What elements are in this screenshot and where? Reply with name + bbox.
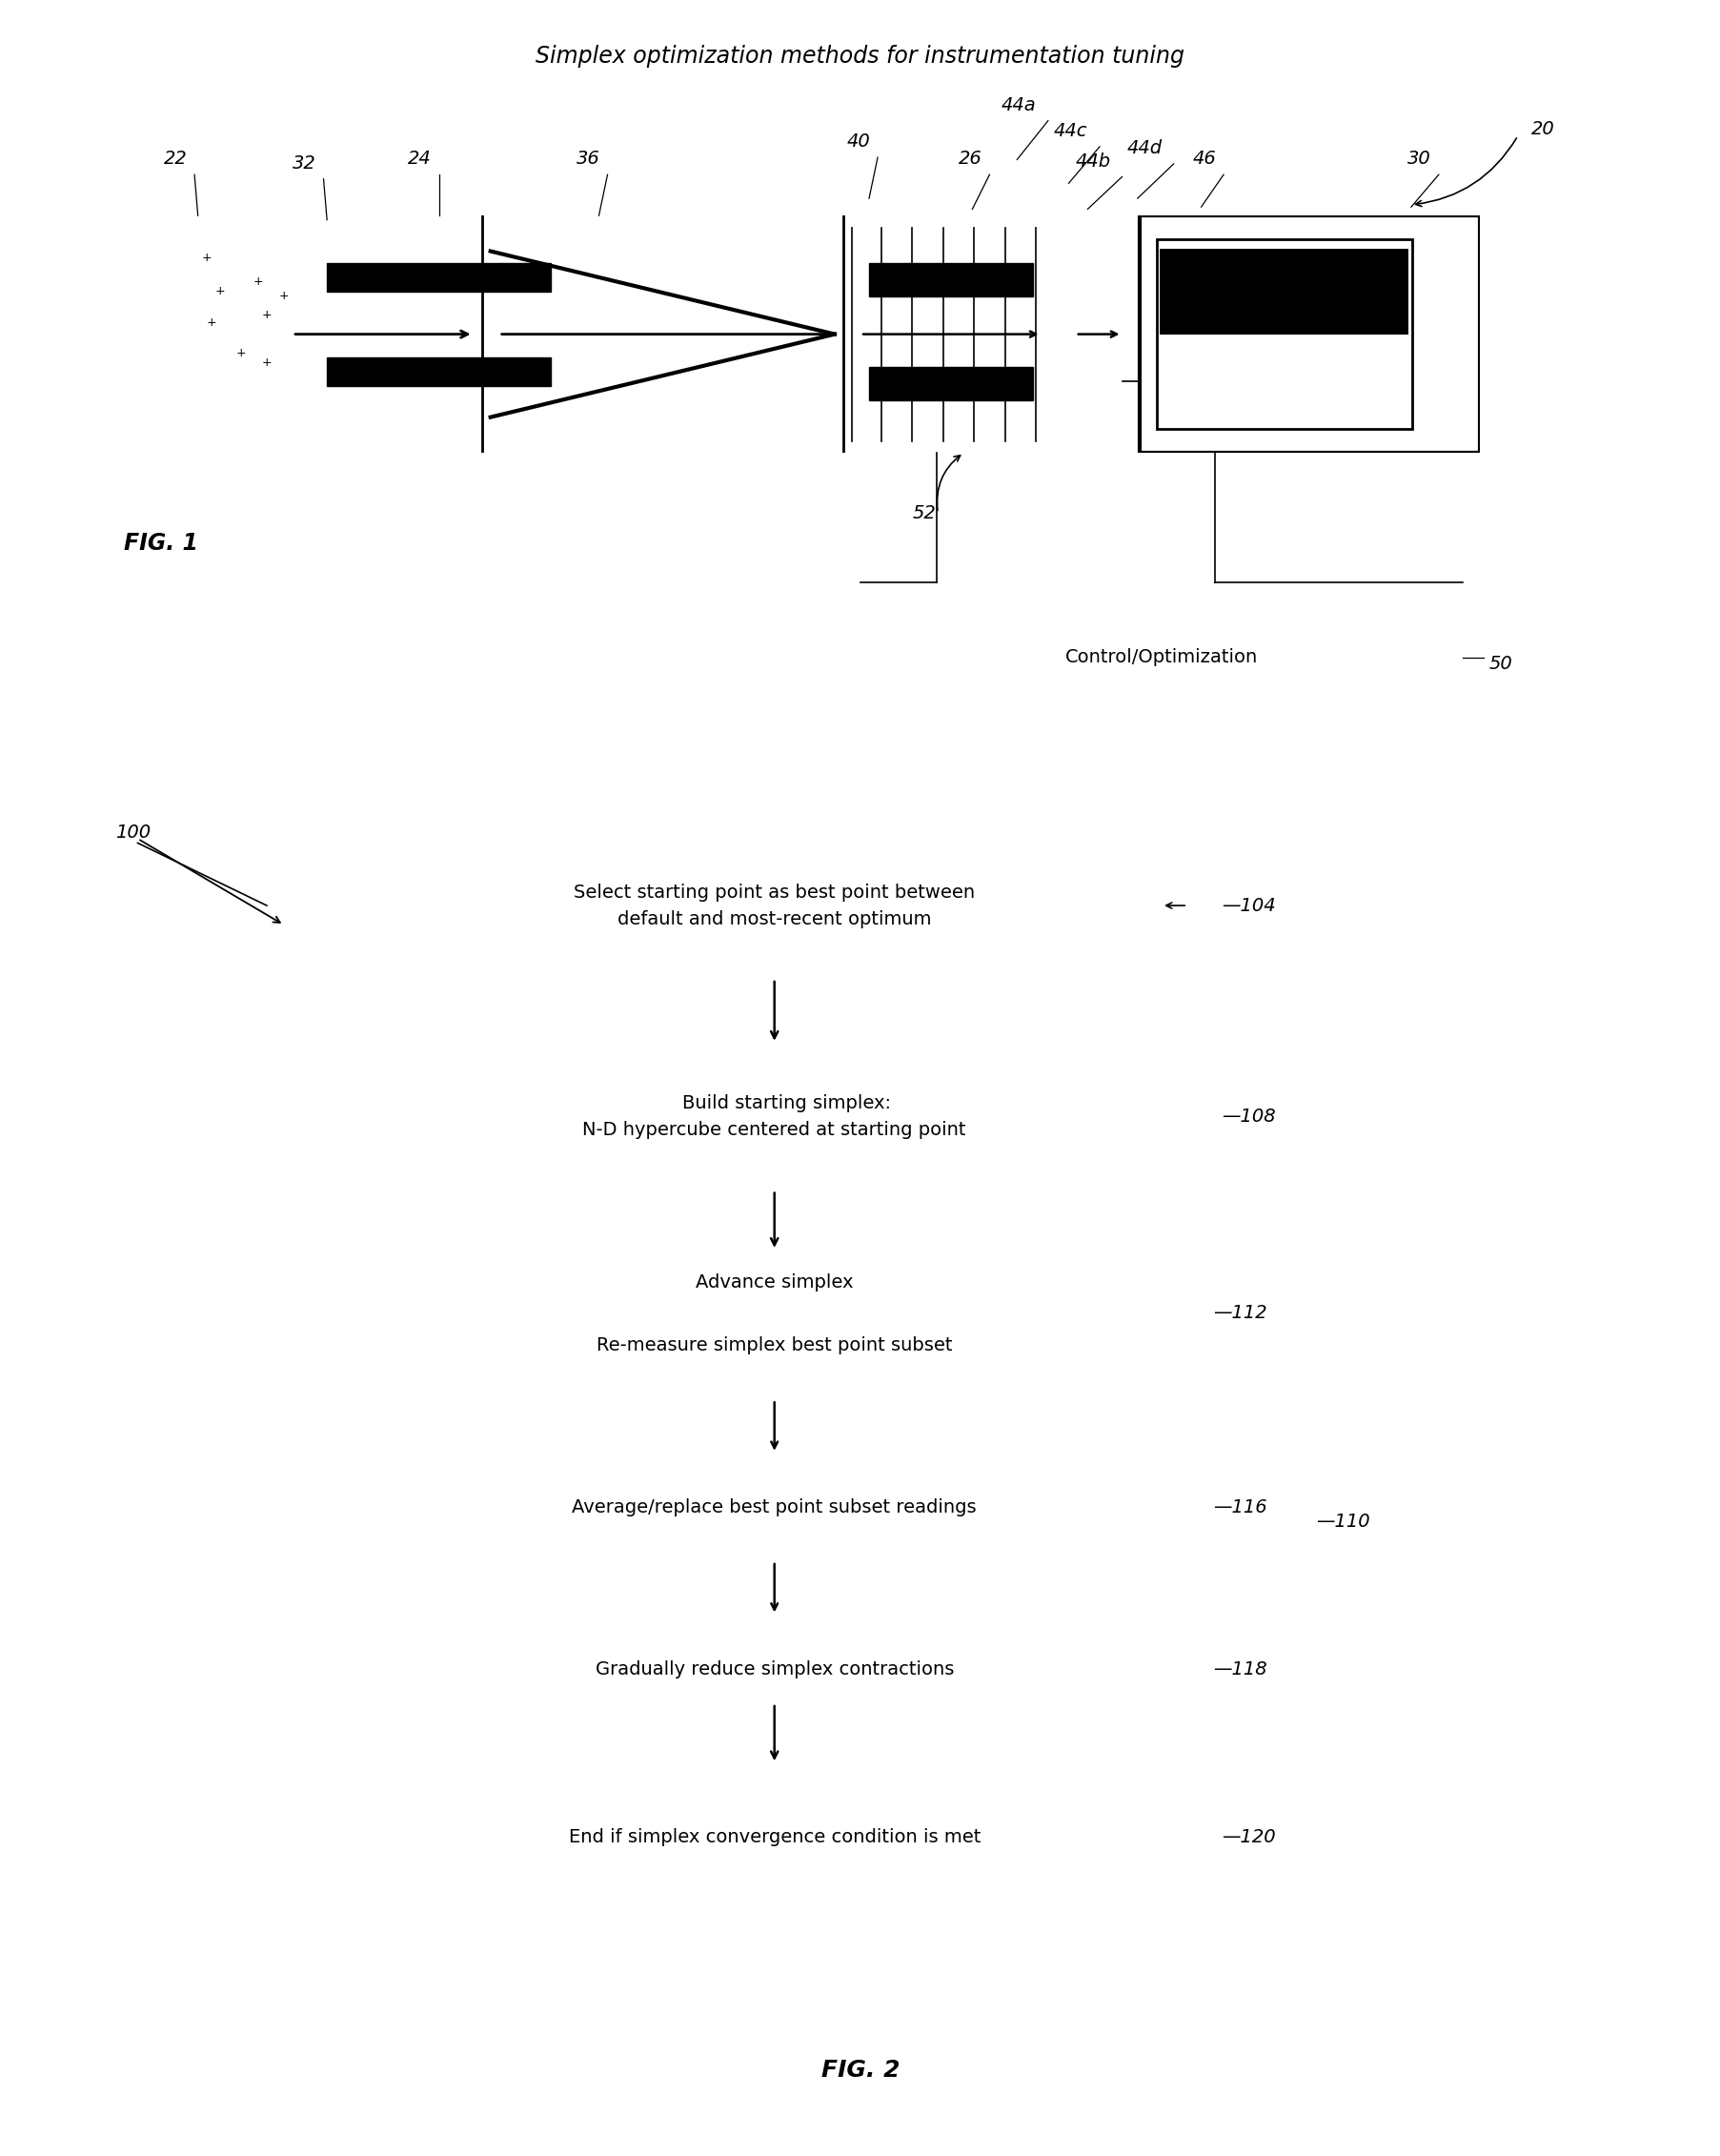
Text: 44d: 44d — [1127, 140, 1163, 157]
Text: +: + — [206, 317, 217, 328]
Bar — [1139, 216, 1479, 453]
Text: FIG. 2: FIG. 2 — [820, 2059, 900, 2081]
Text: 26: 26 — [958, 151, 982, 168]
Text: —108: —108 — [1221, 1108, 1275, 1125]
Text: Select starting point as best point between
default and most-recent optimum: Select starting point as best point betw… — [573, 884, 975, 927]
Text: +: + — [279, 291, 289, 302]
Text: 40: 40 — [846, 134, 870, 151]
Text: 24: 24 — [408, 151, 432, 168]
Bar — [327, 358, 550, 386]
Text: +: + — [215, 285, 225, 298]
Text: 100: 100 — [115, 824, 151, 841]
Text: 52: 52 — [912, 505, 936, 522]
Text: FIG. 1: FIG. 1 — [124, 533, 198, 554]
Text: +: + — [201, 252, 212, 265]
Text: —118: —118 — [1213, 1660, 1266, 1677]
Text: 44b: 44b — [1075, 153, 1111, 170]
Text: 50: 50 — [1488, 655, 1512, 673]
Bar — [1159, 248, 1407, 334]
Text: Re-measure simplex best point subset: Re-measure simplex best point subset — [597, 1337, 951, 1354]
Text: —112: —112 — [1213, 1304, 1266, 1322]
Text: Control/Optimization: Control/Optimization — [1065, 649, 1257, 666]
Text: Gradually reduce simplex contractions: Gradually reduce simplex contractions — [595, 1660, 953, 1677]
Bar — [869, 367, 1032, 401]
Text: +: + — [236, 347, 246, 360]
Bar — [869, 263, 1032, 295]
Text: 46: 46 — [1192, 151, 1216, 168]
Text: +: + — [261, 356, 272, 369]
Text: 32: 32 — [292, 155, 316, 172]
Text: Advance simplex: Advance simplex — [695, 1274, 853, 1291]
Text: 44c: 44c — [1053, 123, 1087, 140]
Text: Average/replace best point subset readings: Average/replace best point subset readin… — [571, 1498, 977, 1516]
Text: 22: 22 — [163, 151, 187, 168]
Bar — [1156, 239, 1410, 429]
Text: Simplex optimization methods for instrumentation tuning: Simplex optimization methods for instrum… — [535, 45, 1185, 67]
Text: +: + — [261, 308, 272, 321]
Text: —120: —120 — [1221, 1828, 1275, 1846]
Bar — [327, 263, 550, 291]
Text: —110: —110 — [1316, 1514, 1369, 1531]
Text: —116: —116 — [1213, 1498, 1266, 1516]
Text: +: + — [253, 276, 263, 289]
Text: —104: —104 — [1221, 897, 1275, 914]
Text: 30: 30 — [1407, 151, 1431, 168]
Text: End if simplex convergence condition is met: End if simplex convergence condition is … — [568, 1828, 980, 1846]
Text: 20: 20 — [1531, 121, 1555, 138]
Text: 44a: 44a — [1001, 97, 1035, 114]
Text: 36: 36 — [576, 151, 600, 168]
Text: Build starting simplex:
N-D hypercube centered at starting point: Build starting simplex: N-D hypercube ce… — [583, 1095, 965, 1138]
